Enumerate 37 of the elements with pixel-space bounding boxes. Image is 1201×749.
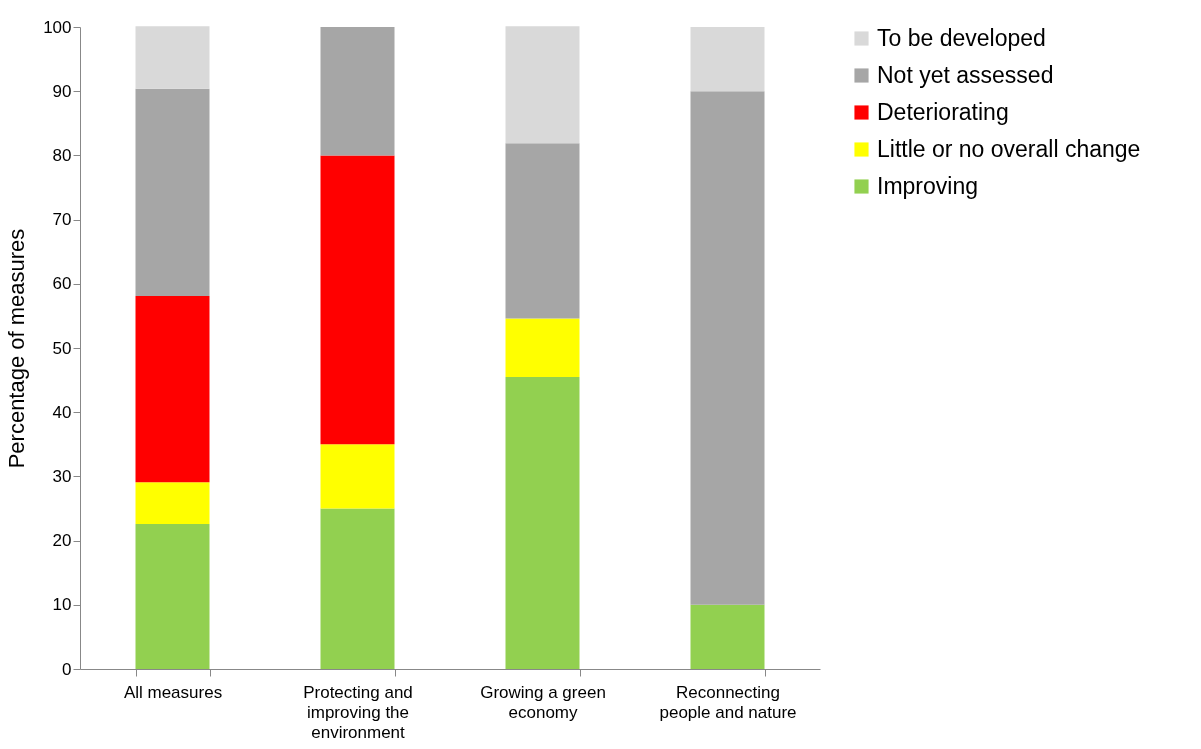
x-tick-label: Protecting and improving the environment <box>303 682 413 742</box>
y-tick-label: 40 <box>52 402 72 422</box>
legend-label: Deteriorating <box>877 98 1009 125</box>
bar <box>320 155 395 445</box>
y-tick-label: 60 <box>52 274 72 294</box>
bar <box>320 508 395 669</box>
y-tick-label: 30 <box>52 466 72 486</box>
legend-label: Not yet assessed <box>877 61 1054 88</box>
bar <box>135 26 210 89</box>
x-tick-label: Growing a green economy <box>480 682 606 722</box>
bar <box>505 26 580 144</box>
legend-label: Improving <box>877 172 978 199</box>
bar <box>135 88 210 296</box>
x-tick-label: Reconnecting people and nature <box>659 682 797 722</box>
bar <box>320 27 395 156</box>
y-tick-label: 90 <box>52 81 72 101</box>
bar <box>690 604 765 669</box>
legend-label: Little or no overall change <box>877 135 1141 162</box>
bar <box>505 318 580 377</box>
y-tick-label: 0 <box>62 659 72 679</box>
bar <box>320 444 395 509</box>
bar <box>505 143 580 319</box>
y-tick-label: 70 <box>52 210 72 230</box>
y-axis-title: Percentage of measures <box>4 228 30 469</box>
x-tick-label: All measures <box>123 682 223 702</box>
bar <box>690 27 765 92</box>
y-tick-label: 50 <box>52 338 72 358</box>
y-tick-label: 80 <box>52 145 72 165</box>
bar <box>135 523 210 669</box>
bar <box>505 376 580 669</box>
bar <box>135 482 210 524</box>
y-tick-label: 100 <box>43 17 72 37</box>
bar <box>690 91 765 605</box>
y-tick-label: 10 <box>52 595 72 615</box>
bar <box>135 296 210 483</box>
legend-label: To be developed <box>877 24 1046 51</box>
y-tick-label: 20 <box>52 531 72 551</box>
